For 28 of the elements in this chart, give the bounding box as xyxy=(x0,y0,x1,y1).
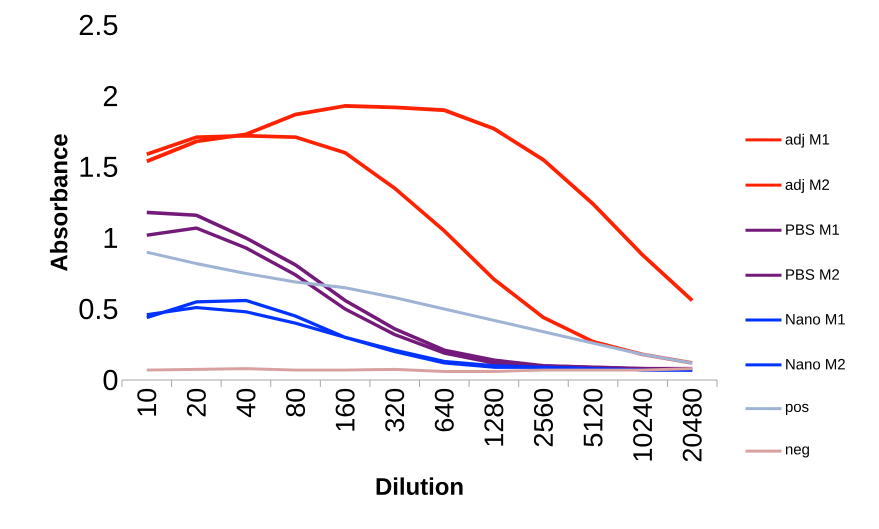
legend-label: PBS M1 xyxy=(786,224,840,235)
legend-label: Nano M2 xyxy=(786,358,845,370)
x-tick-label: 40 xyxy=(236,388,256,418)
x-tick-label: 2560 xyxy=(534,388,553,446)
x-tick-label: 5120 xyxy=(584,388,603,447)
x-tick-label: 320 xyxy=(385,388,404,432)
x-tick-label: 80 xyxy=(286,388,306,417)
legend-label: Nano M1 xyxy=(786,314,845,325)
x-tick-label: 640 xyxy=(434,388,454,432)
y-axis-title: Absorbance xyxy=(50,134,68,271)
legend-label: PBS M2 xyxy=(786,269,840,280)
y-tick-label: 0 xyxy=(104,370,118,390)
legend-label: pos xyxy=(786,404,809,415)
legend-label: neg xyxy=(786,446,809,458)
x-tick-label: 10 xyxy=(137,388,156,416)
y-tick-label: 0.5 xyxy=(79,298,118,320)
x-tick-label: 1280 xyxy=(484,388,504,446)
y-tick-label: 2 xyxy=(104,86,118,106)
x-tick-label: 20480 xyxy=(682,388,702,462)
y-tick-label: 1 xyxy=(104,228,118,248)
y-tick-label: 2.5 xyxy=(80,14,118,36)
y-tick-label: 1.5 xyxy=(80,156,118,178)
x-tick-label: 20 xyxy=(186,388,206,416)
legend-label: adj M2 xyxy=(786,179,830,193)
legend-label: adj M1 xyxy=(786,134,830,148)
x-axis-title: Dilution xyxy=(376,477,463,495)
x-tick-label: 160 xyxy=(336,388,355,431)
x-tick-label: 10240 xyxy=(633,388,652,461)
